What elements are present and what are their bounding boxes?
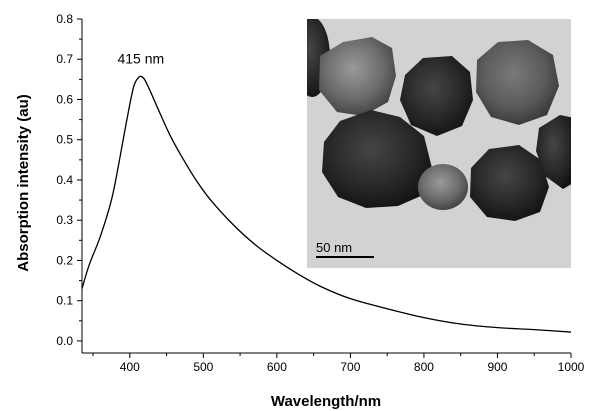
nanoparticle — [322, 110, 432, 208]
y-axis: 0.0 0.1 0.2 0.3 0.4 0.5 0.6 0.7 0.8 — [56, 12, 82, 348]
x-tick-label: 600 — [267, 360, 287, 374]
y-axis-title: Absorption intensity (au) — [15, 94, 32, 272]
x-tick-label: 900 — [487, 360, 507, 374]
y-tick-label: 0.8 — [56, 12, 73, 26]
nanoparticle — [319, 37, 396, 116]
nanoparticle — [470, 145, 549, 221]
nanoparticle — [418, 164, 468, 210]
x-tick-label: 800 — [414, 360, 434, 374]
y-tick-label: 0.5 — [56, 133, 73, 147]
y-tick-label: 0.7 — [56, 52, 73, 66]
x-axis-title: Wavelength/nm — [271, 393, 381, 410]
nanoparticle — [536, 115, 571, 189]
peak-annotation: 415 nm — [117, 50, 164, 66]
y-tick-label: 0.6 — [56, 92, 73, 106]
x-tick-label: 700 — [340, 360, 360, 374]
nanoparticle — [400, 56, 473, 136]
y-tick-label: 0.4 — [56, 173, 73, 187]
y-tick-label: 0.0 — [56, 334, 73, 348]
tem-inset — [307, 19, 571, 268]
x-tick-label: 400 — [120, 360, 140, 374]
scale-bar-label: 50 nm — [316, 240, 352, 255]
absorption-spectrum-line — [82, 75, 571, 333]
y-tick-label: 0.2 — [56, 253, 73, 267]
x-tick-label: 1000 — [558, 360, 585, 374]
x-axis: 400 500 600 700 800 900 1000 — [92, 353, 585, 374]
plot-frame — [81, 19, 571, 354]
nanoparticle — [476, 40, 559, 125]
y-tick-label: 0.1 — [56, 294, 73, 308]
y-tick-label: 0.3 — [56, 213, 73, 227]
x-tick-label: 500 — [193, 360, 213, 374]
